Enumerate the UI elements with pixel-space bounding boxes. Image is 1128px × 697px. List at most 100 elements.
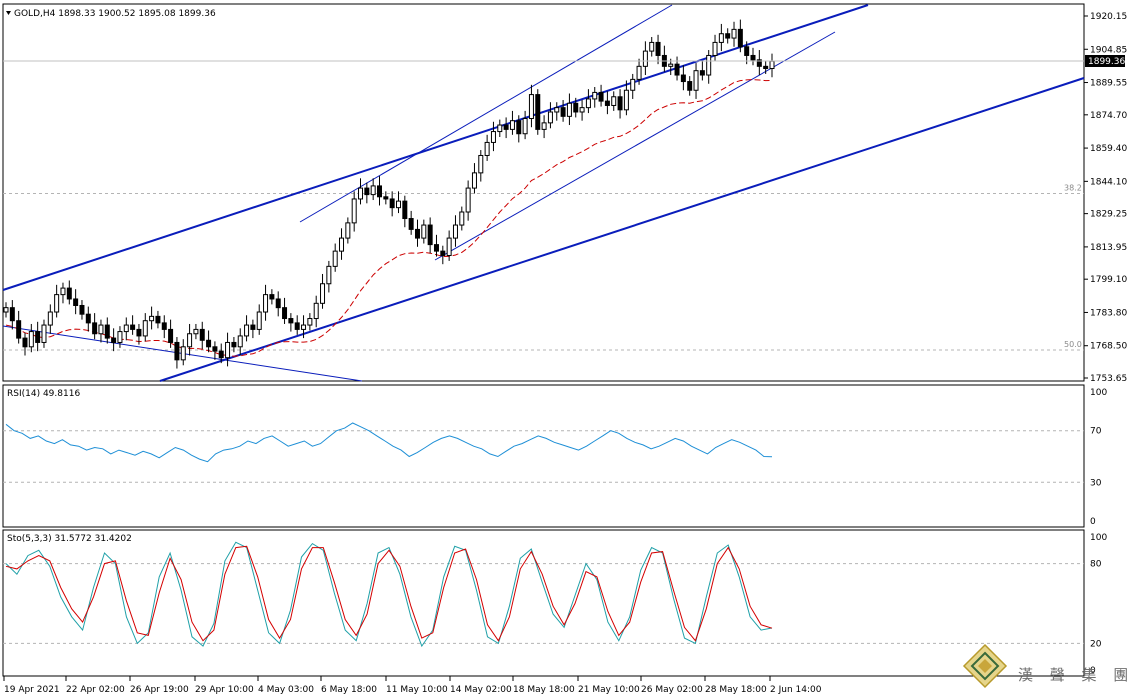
candle-up xyxy=(320,283,326,304)
candle-down xyxy=(288,318,294,324)
candle-down xyxy=(282,307,288,320)
candle-up xyxy=(522,118,528,135)
candle-down xyxy=(218,350,224,359)
candle-up xyxy=(706,54,712,76)
candle-up xyxy=(452,224,458,239)
candle-down xyxy=(104,324,110,339)
watermark-text: 漢 聲 集 團 xyxy=(1018,666,1128,684)
time-tick-label: 4 May 03:00 xyxy=(258,685,314,695)
candle-down xyxy=(674,63,680,76)
time-axis: 19 Apr 2021 22 Apr 02:00 26 Apr 19:00 29 Ap… xyxy=(3,676,822,695)
candle-down xyxy=(136,328,142,337)
price-tick-label: 1799.10 xyxy=(1090,275,1127,285)
price-panel-border xyxy=(2,3,1085,382)
candle-up xyxy=(484,141,490,156)
candle-down xyxy=(35,331,41,343)
candle-down xyxy=(269,294,275,300)
candle-up xyxy=(623,89,629,111)
candle-down xyxy=(250,324,256,330)
rsi-path xyxy=(5,422,773,463)
candle-down xyxy=(130,324,136,330)
candle-up xyxy=(28,331,34,348)
inner-channel-upper-line xyxy=(299,4,673,223)
price-tick-label: 1753.65 xyxy=(1090,374,1127,384)
candle-up xyxy=(98,324,104,335)
candle-up xyxy=(225,341,231,359)
candle-up xyxy=(585,98,591,109)
candle-up xyxy=(237,335,243,348)
candle-down xyxy=(73,298,79,306)
candle-up xyxy=(541,122,547,130)
candle-down xyxy=(750,54,756,61)
candle-down xyxy=(383,196,389,200)
candle-up xyxy=(636,65,642,80)
fib-level-label: 50.0 xyxy=(1064,340,1082,349)
candle-up xyxy=(490,131,496,143)
candle-down xyxy=(275,298,281,309)
candle-down xyxy=(535,94,541,130)
candle-up xyxy=(497,124,503,133)
price-tick-label: 1904.85 xyxy=(1090,45,1127,55)
candle-down xyxy=(111,337,117,343)
candle-down xyxy=(680,74,686,83)
stochastic-level-label: 0 xyxy=(1090,666,1096,676)
candle-up xyxy=(307,318,313,326)
candle-up xyxy=(731,28,737,39)
candle-down xyxy=(79,304,85,315)
candle-up xyxy=(478,154,484,174)
candle-up xyxy=(358,187,364,200)
rsi-panel: 100 70 30 0 RSI(14) 49.8116 xyxy=(2,384,1107,528)
time-tick-label: 2 Jun 14:00 xyxy=(770,685,822,695)
watermark: 漢 聲 集 團 xyxy=(962,643,1128,689)
price-tick-label: 1829.25 xyxy=(1090,210,1127,220)
candle-down xyxy=(756,59,762,67)
candle-up xyxy=(339,237,345,252)
stochastic-level-label: 20 xyxy=(1090,639,1102,649)
channel-upper-line xyxy=(2,4,869,291)
watermark-logo xyxy=(962,643,1008,689)
candle-down xyxy=(22,337,28,348)
current-price-box xyxy=(1085,55,1125,67)
candle-up xyxy=(187,333,193,348)
candle-up xyxy=(547,111,553,124)
candle-down xyxy=(414,228,420,239)
symbol-dropdown-icon[interactable] xyxy=(6,11,11,15)
candle-down xyxy=(92,322,98,335)
price-tick-label: 1844.10 xyxy=(1090,177,1127,187)
stochastic-levels: 100 80 20 0 xyxy=(3,533,1107,676)
time-tick-label: 14 May 02:00 xyxy=(450,685,512,695)
candle-down xyxy=(199,328,205,341)
candle-down xyxy=(377,185,383,198)
candle-down xyxy=(427,224,433,246)
current-price-label: 1899.36 xyxy=(1088,57,1125,67)
price-tick-label: 1874.70 xyxy=(1090,111,1127,121)
stochastic-level-label: 100 xyxy=(1090,533,1107,543)
moving-average-path xyxy=(5,79,773,357)
candle-down xyxy=(503,124,509,130)
candle-up xyxy=(332,250,338,267)
stochastic-signal-path xyxy=(5,545,773,642)
price-tick-label: 1889.55 xyxy=(1090,79,1127,89)
candle-down xyxy=(440,250,446,256)
rsi-level-label: 100 xyxy=(1090,388,1107,398)
candle-up xyxy=(421,224,427,239)
stochastic-level-label: 80 xyxy=(1090,560,1102,570)
candle-down xyxy=(516,120,522,135)
time-tick-label: 22 Apr 02:00 xyxy=(66,685,125,695)
candle-down xyxy=(699,70,705,76)
candle-up xyxy=(554,107,560,113)
candle-down xyxy=(737,28,743,48)
candle-down xyxy=(725,33,731,39)
candle-down xyxy=(168,328,174,343)
candle-up xyxy=(370,185,376,196)
symbol-header: GOLD,H4 1898.33 1900.52 1895.08 1899.36 xyxy=(14,9,216,19)
time-tick-label: 6 May 18:00 xyxy=(321,685,377,695)
candle-up xyxy=(3,307,9,313)
stochastic-header: Sto(5,3,3) 31.5772 31.4202 xyxy=(7,534,132,544)
price-tick-label: 1813.95 xyxy=(1090,243,1127,253)
stochastic-lines xyxy=(5,541,773,648)
candle-up xyxy=(54,294,60,313)
candle-down xyxy=(604,100,610,106)
candlesticks[interactable] xyxy=(3,19,775,369)
